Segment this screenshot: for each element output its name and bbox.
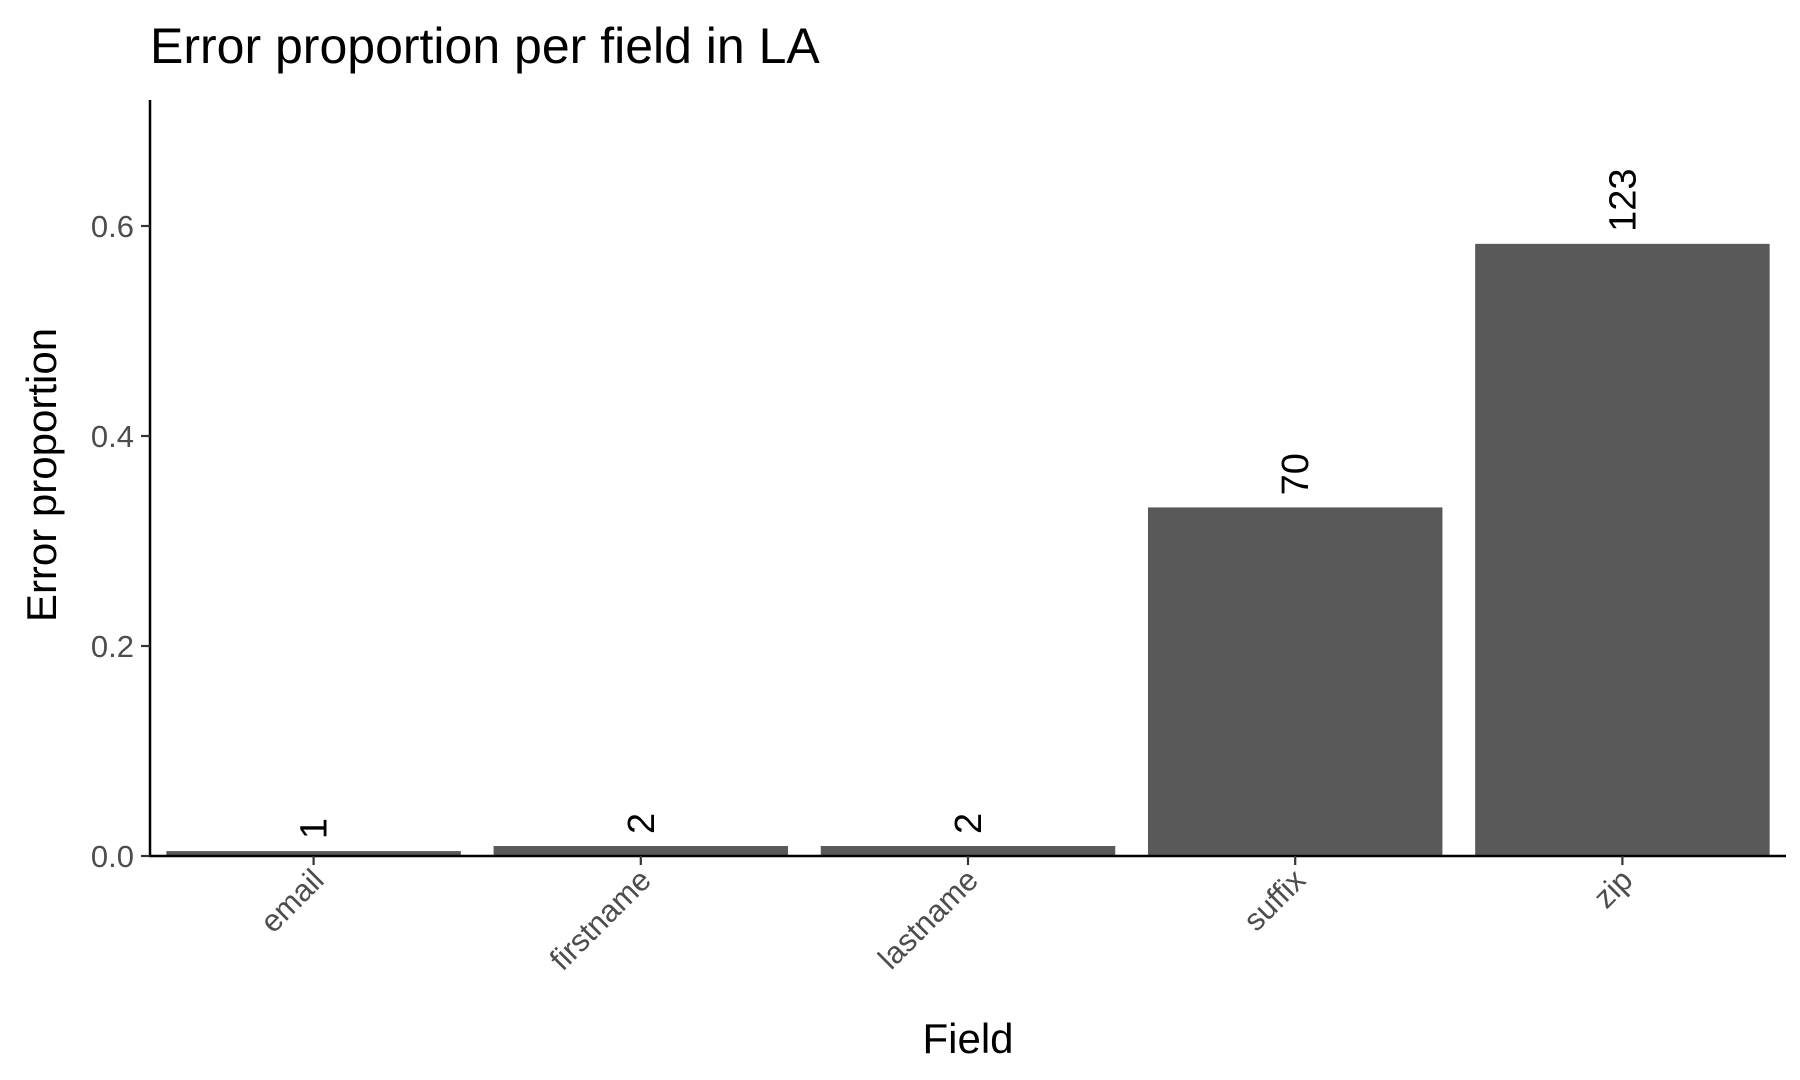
data-label-zip: 123 (1602, 168, 1644, 231)
data-label-suffix: 70 (1275, 453, 1317, 495)
x-tick-label-suffix: suffix (1237, 862, 1313, 938)
bar-zip (1475, 243, 1770, 857)
x-tick-label-zip: zip (1587, 862, 1640, 915)
y-tick-label: 0.0 (91, 839, 134, 874)
plot-area: 0.0 0.2 0.4 0.6 email 1 firstname 2 lastname 2 suf… (91, 100, 1786, 977)
data-label-email: 1 (294, 818, 336, 839)
bar-lastname (820, 846, 1116, 856)
data-label-lastname: 2 (948, 813, 990, 834)
x-tick-label-lastname: lastname (871, 862, 985, 976)
y-axis-title: Error proportion (18, 328, 65, 622)
bar-firstname (493, 846, 789, 856)
y-tick-label: 0.2 (91, 629, 134, 664)
chart-title: Error proportion per field in LA (150, 18, 820, 74)
y-tick-label: 0.6 (91, 209, 134, 244)
x-tick-label-firstname: firstname (543, 862, 658, 977)
bar-email (166, 851, 461, 856)
bar-suffix (1147, 507, 1443, 856)
x-axis-title: Field (922, 1015, 1013, 1062)
data-label-firstname: 2 (621, 813, 663, 834)
x-tick-label-email: email (253, 862, 330, 939)
y-tick-label: 0.4 (91, 419, 134, 454)
